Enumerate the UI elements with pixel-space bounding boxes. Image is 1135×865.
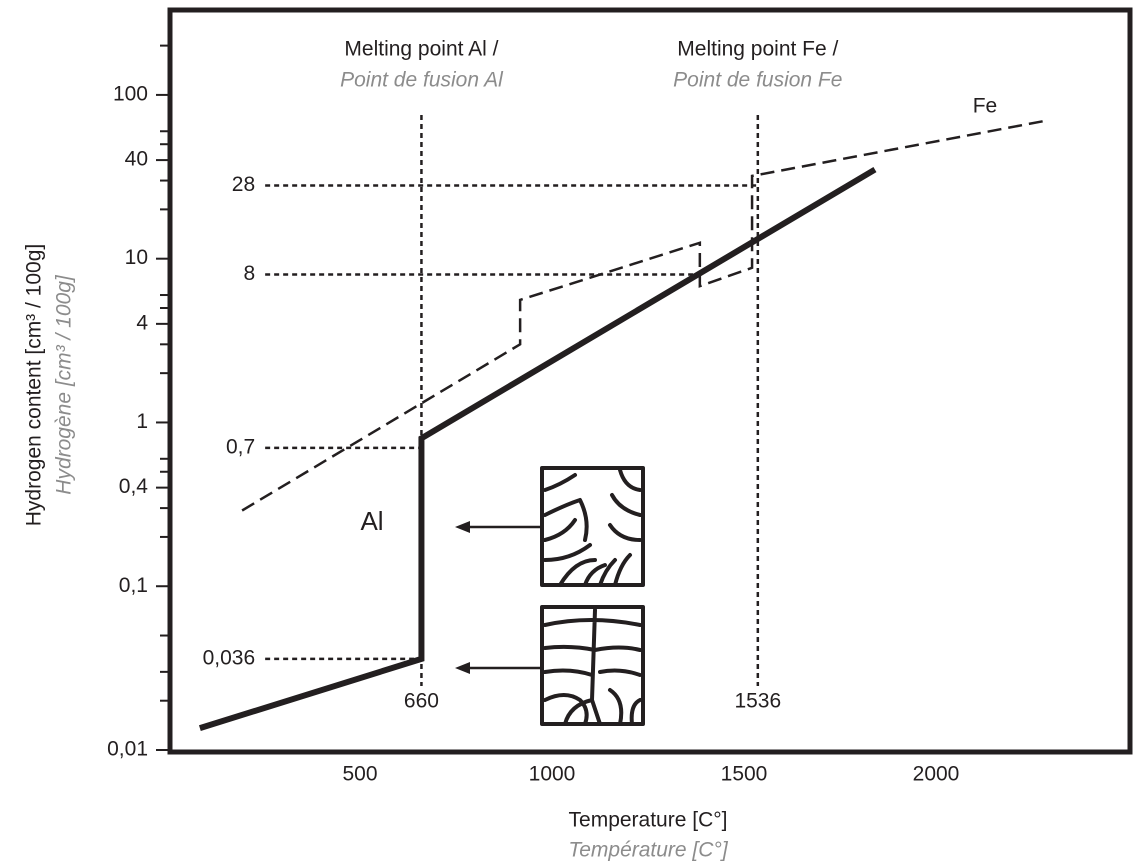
reference-label: 28 xyxy=(232,173,255,196)
reference-label: 0,7 xyxy=(226,435,255,458)
y-tick-label: 1 xyxy=(136,410,148,433)
microstructure-icons xyxy=(540,466,645,726)
y-tick-label: 0,1 xyxy=(119,574,148,597)
melting-point-title-fr: Point de fusion Fe xyxy=(673,69,842,92)
series-line xyxy=(198,167,877,731)
x-tick-label: 1000 xyxy=(529,763,576,786)
series-line xyxy=(241,119,1049,512)
series-name: Fe xyxy=(973,95,998,118)
y-tick-label: 0,4 xyxy=(119,475,149,498)
y-tick-label: 100 xyxy=(113,82,148,105)
melting-point-value: 660 xyxy=(404,690,439,713)
x-axis-title: Temperature [C°] xyxy=(569,809,728,832)
y-tick-label: 0,01 xyxy=(107,738,148,761)
series-name: Al xyxy=(360,506,383,536)
x-tick-label: 2000 xyxy=(913,763,960,786)
reference-label: 0,036 xyxy=(203,646,256,669)
melting-point-title: Melting point Al / xyxy=(344,38,498,61)
plot-frame xyxy=(167,7,1133,755)
y-tick-label: 4 xyxy=(136,311,148,334)
arrows xyxy=(455,521,540,674)
y-axis-title-fr: Hydrogène [cm³ / 100g] xyxy=(53,274,76,495)
x-tick-label: 1500 xyxy=(721,763,768,786)
x-tick-label: 500 xyxy=(342,763,377,786)
melting-point-title-fr: Point de fusion Al xyxy=(340,69,504,92)
melting-point-title: Melting point Fe / xyxy=(677,38,838,61)
reference-label: 8 xyxy=(243,262,255,285)
melting-point-value: 1536 xyxy=(734,690,781,713)
y-tick-label: 40 xyxy=(125,148,148,171)
x-axis-title-fr: Température [C°] xyxy=(568,839,729,862)
y-axis-title: Hydrogen content [cm³ / 100g] xyxy=(23,244,46,527)
y-tick-label: 10 xyxy=(125,246,148,269)
